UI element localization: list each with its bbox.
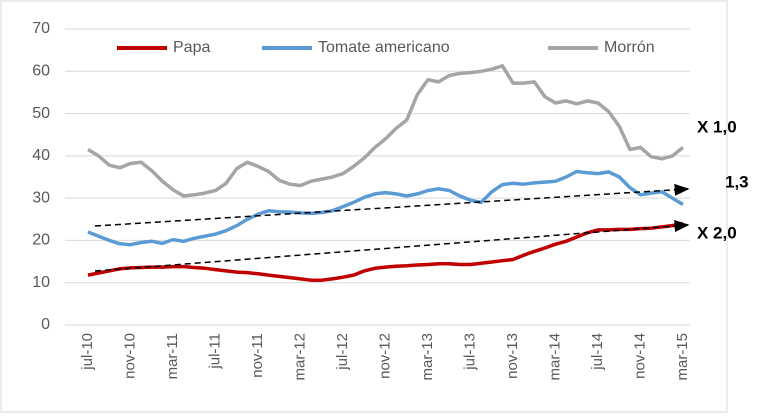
x-tick-label: nov-13 <box>504 333 521 379</box>
x-tick-label: mar-14 <box>546 333 563 381</box>
y-tick-label: 30 <box>32 189 50 206</box>
series-line <box>87 64 685 198</box>
y-tick-label: 60 <box>32 63 50 80</box>
annotation: X 1,0 <box>697 117 737 136</box>
x-tick-label: jul-12 <box>334 333 351 371</box>
y-tick-label: 40 <box>32 147 50 164</box>
x-tick-label: nov-12 <box>376 333 393 379</box>
x-tick-label: mar-15 <box>674 333 691 381</box>
x-tick-label: jul-13 <box>461 333 478 371</box>
legend-label: Morrón <box>604 39 655 56</box>
series-line <box>87 169 684 247</box>
x-tick-label: mar-12 <box>291 333 308 381</box>
x-tick-label: mar-13 <box>419 333 436 381</box>
x-tick-label: mar-11 <box>164 333 181 379</box>
x-tick-label: nov-10 <box>121 333 138 379</box>
x-tick-label: jul-14 <box>589 333 606 371</box>
x-tick-label: jul-11 <box>206 333 223 370</box>
annotation: 1,3 <box>725 172 749 191</box>
annotation: X 2,0 <box>697 223 737 242</box>
chart-border <box>0 0 728 413</box>
y-tick-label: 20 <box>32 232 50 249</box>
series-line <box>87 221 684 282</box>
y-tick-label: 70 <box>32 20 50 37</box>
x-tick-label: nov-11 <box>249 333 266 378</box>
legend-label: Papa <box>173 39 210 56</box>
trend-arrow <box>94 183 690 227</box>
y-tick-label: 50 <box>32 105 50 122</box>
trend-arrow <box>94 220 690 272</box>
y-tick-label: 10 <box>32 274 50 291</box>
x-tick-label: nov-14 <box>631 333 648 379</box>
y-tick-label: 0 <box>41 316 50 333</box>
x-tick-label: jul-10 <box>79 333 96 371</box>
legend-label: Tomate americano <box>318 39 450 56</box>
